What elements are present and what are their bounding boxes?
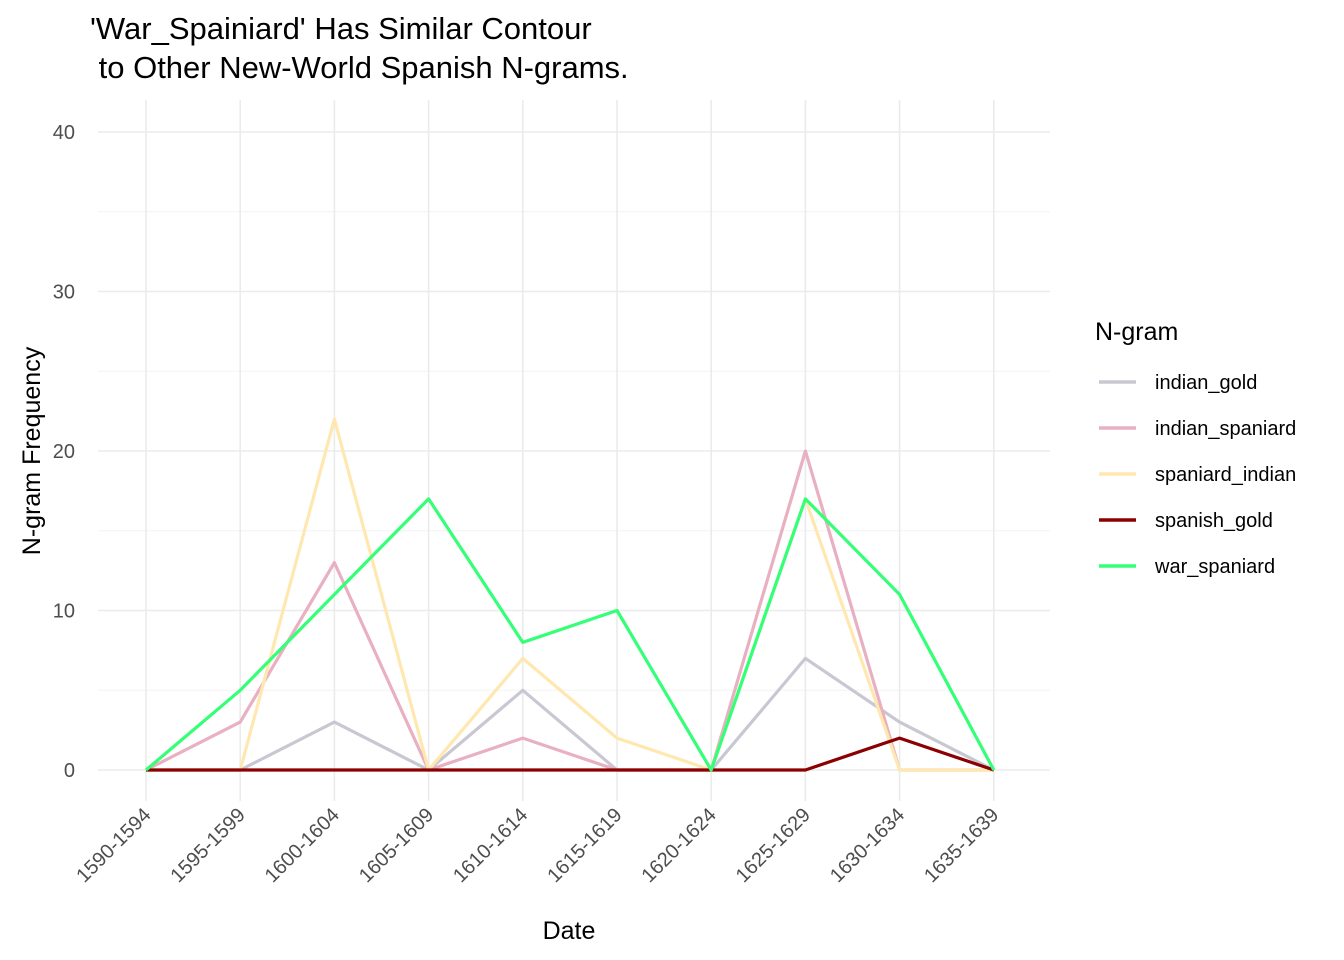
grid: [98, 100, 1050, 801]
y-tick-label: 10: [53, 601, 75, 623]
y-tick-label: 20: [53, 441, 75, 463]
x-tick-label: 1605-1609: [355, 804, 438, 887]
y-axis-ticks: 0 10 20 30 40: [53, 122, 75, 782]
x-tick-label: 1625-1629: [732, 804, 815, 887]
legend: N-gram indian_gold indian_spaniardspaniar…: [1095, 318, 1296, 578]
x-tick-label: 1600-1604: [261, 804, 344, 887]
y-tick-label: 30: [53, 282, 75, 304]
x-tick-label: 1610-1614: [449, 804, 532, 887]
x-tick-label: 1635-1639: [920, 804, 1003, 887]
x-tick-label: 1630-1634: [826, 804, 909, 887]
series-line-spanish_gold: [146, 736, 995, 772]
legend-label-spaniard_indian: spaniard_indian: [1155, 464, 1296, 486]
series-lines: [144, 417, 996, 772]
x-tick-label: 1590-1594: [72, 804, 155, 887]
legend-label-indian_gold: indian_gold: [1155, 372, 1257, 394]
chart-title-line-1: 'War_Spainiard' Has Similar Contour: [90, 11, 592, 46]
chart-title-line-2: to Other New-World Spanish N-grams.: [90, 50, 629, 85]
series-line-spaniard_indian: [146, 417, 994, 772]
legend-label-spanish_gold: spanish_gold: [1155, 510, 1273, 532]
y-tick-label: 0: [64, 760, 75, 782]
y-axis-title: N-gram Frequency: [18, 346, 46, 555]
legend-title: N-gram: [1095, 318, 1178, 346]
x-axis-title: Date: [543, 917, 596, 945]
legend-label-war_spaniard: war_spaniard: [1154, 556, 1275, 578]
x-tick-label: 1615-1619: [543, 804, 626, 887]
x-axis-ticks: 1590-1594 1595-1599 1600-1604 1605-1609 1610…: [72, 804, 1003, 887]
legend-label-indian_spaniard: indian_spaniard: [1155, 418, 1296, 440]
y-tick-label: 40: [53, 122, 75, 144]
series-line-indian_gold: [146, 656, 995, 772]
series-line-war_spaniard: [144, 497, 996, 772]
x-tick-label: 1620-1624: [638, 804, 721, 887]
x-tick-label: 1595-1599: [167, 804, 250, 887]
